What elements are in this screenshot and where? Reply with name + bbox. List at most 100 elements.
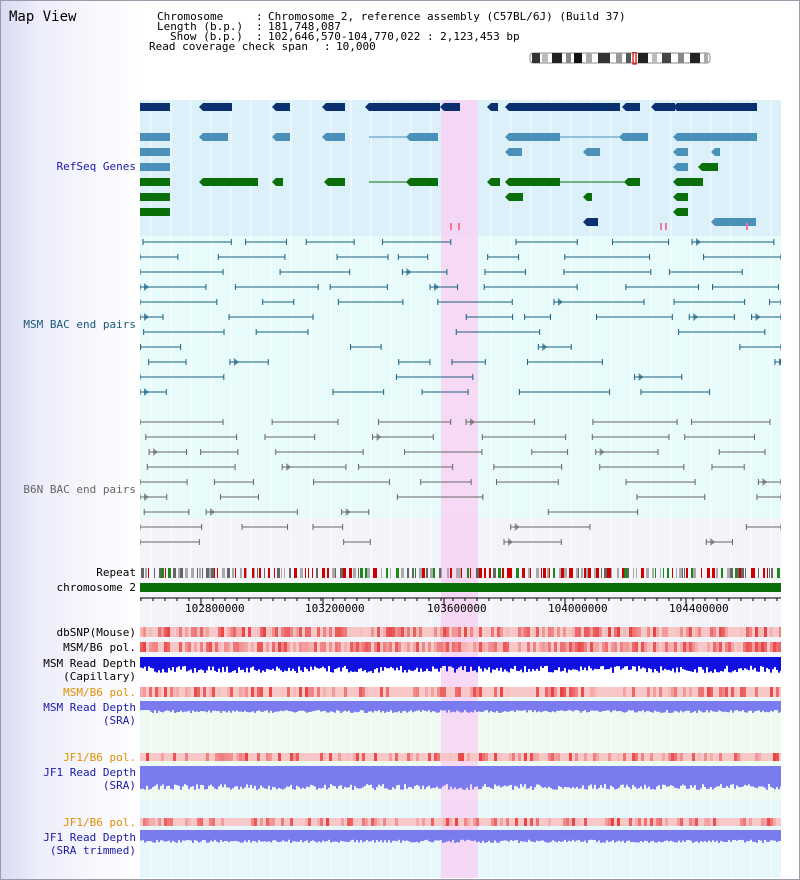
depth-column [296,830,298,842]
track-label-msm-read-depth-sra[interactable]: MSM Read Depth (SRA) [43,701,136,727]
depth-column [218,701,220,712]
depth-column [652,657,654,673]
depth-column [650,701,652,713]
track-label-chromosome[interactable]: chromosome 2 [56,581,136,594]
track-label-repeat[interactable]: Repeat [96,566,136,579]
polymorphism-cell [596,753,599,761]
depth-column [336,657,338,669]
polymorphism-cell [557,753,560,761]
depth-column [364,701,366,713]
polymorphism-cell [548,753,551,761]
polymorphism-cell [548,818,551,826]
depth-column [724,766,726,788]
polymorphism-cell [485,642,488,652]
depth-column [780,830,781,841]
gene-exon [587,218,598,226]
depth-column [528,766,530,789]
depth-column [150,701,152,712]
depth-column [212,657,214,667]
track-label-jf1-read-depth-trimmed[interactable]: JF1 Read Depth (SRA trimmed) [43,831,136,857]
depth-column [292,701,294,712]
depth-column [530,701,532,711]
repeat-element [758,568,759,578]
repeat-element [604,568,607,578]
depth-column [192,766,194,787]
depth-column [320,657,322,668]
depth-column [634,701,636,713]
polymorphism-cell [584,627,587,637]
polymorphism-cell [416,627,419,637]
depth-column [324,766,326,785]
chromosome-bar[interactable] [140,583,781,592]
gene-strand-arrow [583,148,587,156]
track-label-msm-read-depth-capillary[interactable]: MSM Read Depth (Capillary) [43,657,136,683]
track-label-msm-b6-pol[interactable]: MSM/B6 pol. [63,641,136,654]
depth-column [456,701,458,711]
depth-column [372,701,374,713]
polymorphism-cell [551,687,554,697]
repeat-element [365,568,367,578]
depth-column [768,701,770,713]
depth-column [290,657,292,672]
depth-column [518,766,520,789]
depth-column [390,701,392,711]
depth-column [202,830,204,840]
depth-column [266,766,268,789]
depth-column [304,830,306,842]
repeat-element [660,568,661,578]
depth-column [390,766,392,790]
depth-column [266,701,268,711]
track-label-dbsnp[interactable]: dbSNP(Mouse) [56,626,136,639]
repeat-element [161,568,164,578]
depth-column [738,830,740,840]
depth-column [248,830,250,840]
depth-column [714,830,716,842]
polymorphism-cell [650,753,653,761]
polymorphism-cell [305,627,308,637]
polymorphism-cell [374,642,377,652]
repeat-element [676,568,677,578]
depth-column [182,657,184,667]
chromosome-ideogram[interactable] [528,52,714,66]
track-label-jf1-read-depth-sra[interactable]: JF1 Read Depth (SRA) [43,766,136,792]
track-label-msm-bac[interactable]: MSM BAC end pairs [23,318,136,331]
depth-column [512,830,514,841]
polymorphism-cell [272,627,275,637]
depth-column [692,766,694,788]
track-label-msm-b6-pol-2[interactable]: MSM/B6 pol. [63,686,136,699]
depth-column [766,701,768,712]
left-label-panel [1,1,140,879]
depth-column [468,830,470,840]
depth-column [644,657,646,669]
depth-column [458,830,460,843]
highlight-region[interactable] [441,100,478,878]
depth-column [410,766,412,788]
genome-map-viewer[interactable] [140,100,781,878]
repeat-element [277,568,280,578]
depth-column [160,657,162,673]
track-label-b6n-bac[interactable]: B6N BAC end pairs [23,483,136,496]
polymorphism-cell [359,642,362,652]
depth-column [500,701,502,713]
track-label-jf1-b6-pol[interactable]: JF1/B6 pol. [63,751,136,764]
depth-column [546,701,548,712]
depth-column [402,657,404,673]
polymorphism-cell [227,687,230,697]
depth-column [632,701,634,711]
polymorphism-cell [743,818,746,826]
depth-column [692,830,694,843]
depth-column [408,657,410,670]
depth-column [478,701,480,712]
track-label-jf1-b6-pol-2[interactable]: JF1/B6 pol. [63,816,136,829]
repeat-element [450,568,452,578]
polymorphism-cell [281,627,284,637]
polymorphism-cell [674,642,677,652]
repeat-element [180,568,183,578]
gene-strand-arrow [324,178,328,186]
track-label-refseq[interactable]: RefSeq Genes [56,160,136,173]
depth-column [214,766,216,789]
depth-column [260,701,262,712]
repeat-element [541,568,542,578]
repeat-element [281,568,282,578]
depth-column [732,830,734,841]
